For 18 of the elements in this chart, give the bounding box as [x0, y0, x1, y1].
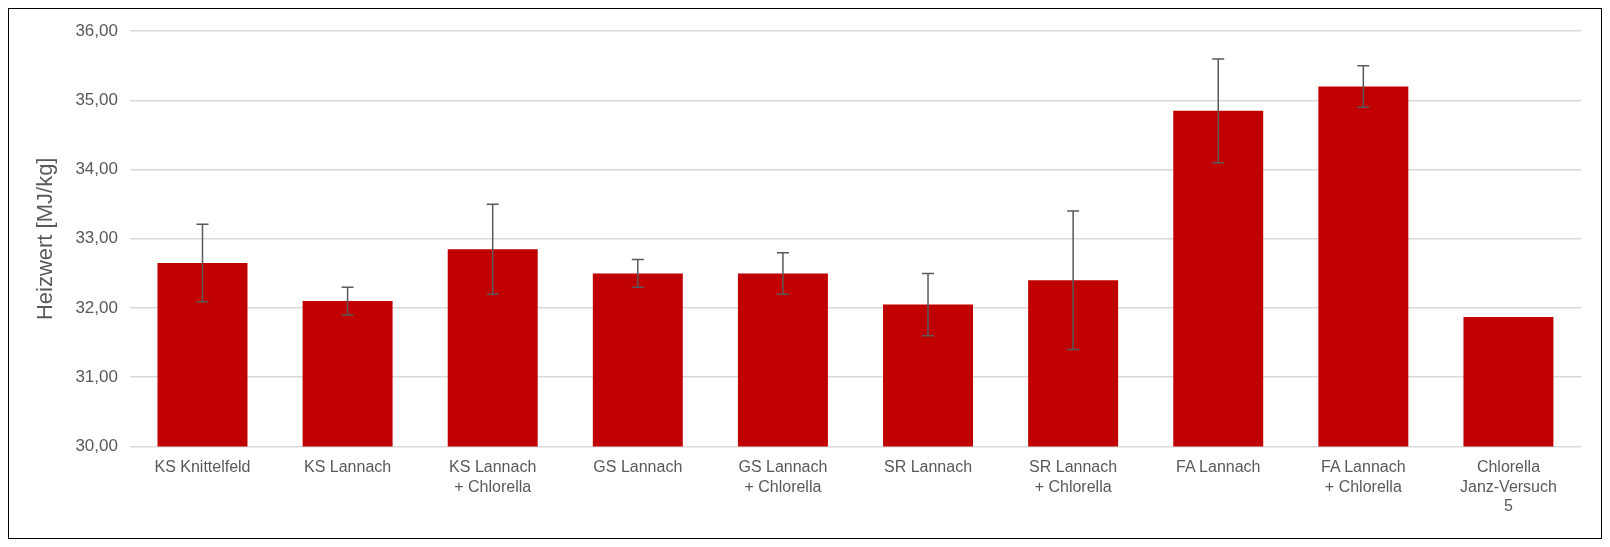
- x-tick-label: Chlorella Janz-Versuch 5: [1459, 458, 1557, 514]
- x-tick-label: FA Lannach + Chlorella: [1321, 458, 1406, 495]
- y-tick-label: 32,00: [75, 297, 118, 317]
- x-tick-label: GS Lannach + Chlorella: [738, 458, 828, 495]
- x-tick-label: FA Lannach: [1175, 458, 1261, 476]
- x-tick-label: KS Lannach + Chlorella: [449, 458, 537, 495]
- y-tick-label: 36,00: [75, 20, 118, 40]
- y-tick-label: 34,00: [75, 159, 118, 179]
- y-tick-label: 31,00: [75, 366, 118, 386]
- y-axis-title: Heizwert [MJ/kg]: [32, 157, 58, 321]
- y-tick-label: 33,00: [75, 228, 118, 248]
- y-tick-label: 35,00: [75, 90, 118, 110]
- x-tick-label: KS Knittelfeld: [154, 458, 251, 476]
- x-tick-label: SR Lannach + Chlorella: [1029, 458, 1118, 495]
- x-tick-label: GS Lannach: [593, 458, 683, 476]
- x-tick-label: KS Lannach: [304, 458, 392, 476]
- x-tick-label: SR Lannach: [883, 458, 973, 476]
- y-tick-label: 30,00: [75, 436, 118, 456]
